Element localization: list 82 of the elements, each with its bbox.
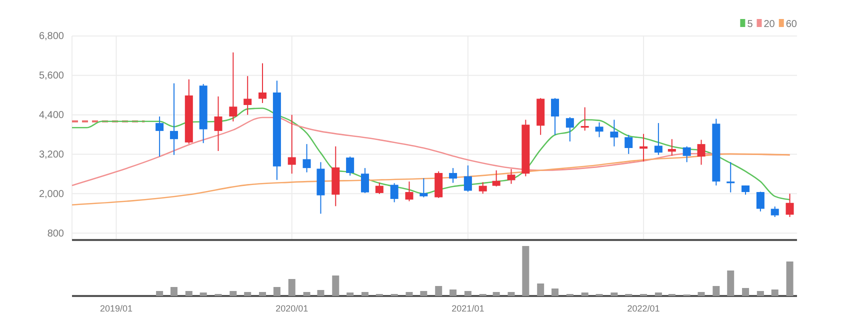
bar: [581, 292, 588, 296]
x-tick-label: 2021/01: [452, 303, 484, 314]
candlestick: [566, 116, 574, 142]
bar: [610, 292, 618, 296]
y-tick-label: 4,400: [38, 110, 64, 122]
bar: [464, 291, 472, 296]
candlestick: [507, 168, 516, 184]
bar: [230, 291, 237, 296]
candlestick: [390, 182, 398, 203]
candlestick: [405, 181, 414, 202]
bar: [346, 292, 354, 296]
candlestick: [654, 122, 662, 156]
bar: [200, 292, 207, 296]
candlestick: [668, 138, 676, 156]
y-tick-label: 6,800: [38, 31, 64, 42]
candlestick: [580, 106, 589, 132]
candlestick: [288, 114, 296, 174]
bar: [698, 292, 705, 296]
bar: [537, 284, 544, 296]
bar: [727, 270, 734, 296]
candlestick: [229, 52, 238, 122]
x-tick-label: 2019/01: [100, 303, 133, 314]
legend-label: 5: [747, 19, 754, 30]
y-tick-label: 2,000: [38, 188, 64, 200]
bar: [712, 286, 720, 296]
candlestick: [492, 170, 500, 187]
candlestick: [449, 168, 458, 184]
bar: [756, 291, 764, 296]
candlestick: [610, 119, 618, 147]
bar: [742, 288, 750, 296]
y-tick-label: 5,600: [38, 70, 64, 82]
candlestick: [726, 162, 735, 193]
candlestick: [595, 122, 604, 138]
candlestick: [786, 193, 794, 218]
bar: [450, 290, 457, 296]
bar: [522, 246, 530, 296]
line-series: [71, 153, 790, 206]
bar: [273, 287, 280, 296]
line-series: [71, 108, 790, 200]
candlestick: [258, 62, 267, 104]
bar: [170, 287, 178, 296]
candlestick: [360, 168, 369, 194]
bar: [771, 290, 778, 296]
y-tick-label: 3,200: [38, 149, 64, 160]
candlestick: [697, 139, 706, 166]
candlestick: [156, 116, 164, 158]
y-tick-label: 800: [47, 228, 64, 240]
bar: [552, 288, 559, 296]
x-tick-label: 2022/01: [627, 303, 660, 314]
legend-label: 20: [764, 19, 776, 30]
bar: [435, 286, 442, 296]
candlestick: [214, 96, 222, 152]
candlestick: [756, 191, 764, 212]
candlestick: [302, 144, 311, 173]
bar: [654, 292, 662, 296]
bar: [361, 292, 368, 296]
bar: [288, 279, 296, 296]
candlestick: [551, 98, 560, 136]
bar: [317, 290, 324, 296]
bar: [786, 262, 794, 296]
candlestick: [624, 134, 633, 154]
x-tick-label: 2020/01: [276, 303, 308, 314]
bar: [492, 292, 500, 296]
candlestick: [244, 76, 252, 116]
candlestick: [464, 164, 472, 192]
bar: [259, 292, 266, 296]
bar: [406, 292, 413, 296]
candlestick: [346, 156, 354, 176]
bar: [185, 291, 192, 296]
bar: [332, 276, 340, 296]
candlestick: [170, 82, 178, 156]
bar: [303, 292, 310, 296]
candlestick: [682, 146, 691, 163]
bar: [508, 292, 515, 296]
legend-label: 60: [786, 19, 798, 30]
candlestick: [770, 206, 779, 218]
candlestick: [375, 182, 384, 195]
candlestick: [478, 182, 487, 194]
bar: [420, 291, 428, 296]
candlestick: [420, 178, 428, 198]
bar: [244, 292, 252, 296]
bar: [156, 291, 164, 296]
